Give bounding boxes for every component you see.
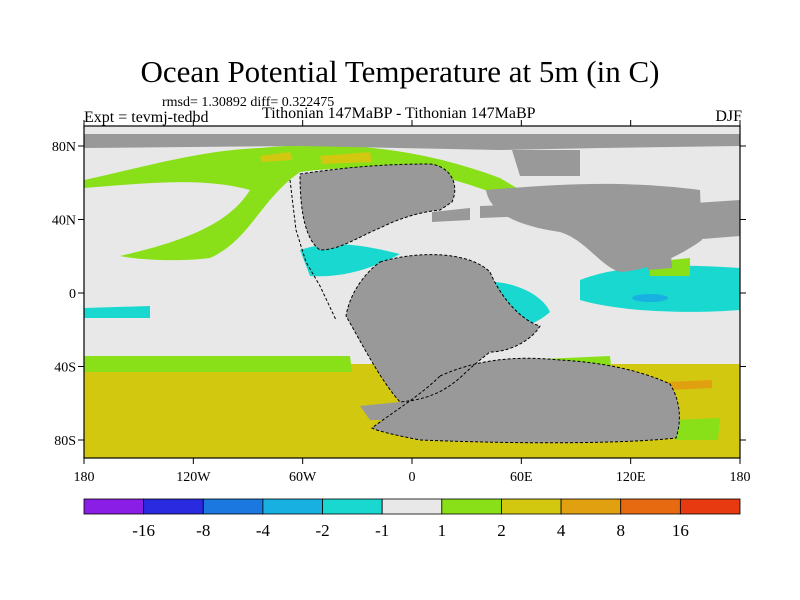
east-pacific-cool-patch <box>84 306 150 318</box>
map-plot-area <box>84 126 740 458</box>
laurasia-landmass <box>300 164 455 250</box>
colorbar-swatch <box>381 498 443 515</box>
colorbar-label: 1 <box>438 521 447 540</box>
colorbar: -16 -8 -4 -2 -1 1 2 4 8 16 <box>83 498 741 540</box>
arctic-land-strip <box>84 134 740 150</box>
lat-tick-label: 80N <box>52 140 76 155</box>
northern-yellow-patch <box>320 152 372 164</box>
colorbar-label: 2 <box>497 521 506 540</box>
lat-tick-label: 40S <box>54 361 76 376</box>
northern-yellow-patch-2 <box>260 152 292 162</box>
east-coast-land-2 <box>646 240 672 270</box>
lon-tick-label: 60E <box>510 470 533 485</box>
stats-line: rmsd= 1.30892 diff= 0.322475 <box>162 95 335 110</box>
colorbar-swatch <box>143 498 204 515</box>
south-indian-green-patch <box>670 418 720 440</box>
colorbar-swatch <box>560 498 622 515</box>
gondwana-landmass <box>346 254 540 402</box>
lon-tick-label: 180 <box>730 470 751 485</box>
colorbar-swatch <box>620 498 681 515</box>
south-orange-patch <box>668 380 712 390</box>
coastline-east-gondwana <box>371 357 680 444</box>
arctic-island <box>512 150 580 176</box>
island-chain <box>432 208 470 222</box>
colorbar-label: 4 <box>557 521 566 540</box>
northern-green-band <box>84 145 520 261</box>
colorbar-label: -4 <box>256 521 271 540</box>
period-label: Tithonian 147MaBP - Tithonian 147MaBP <box>262 105 536 122</box>
colorbar-swatch <box>83 498 145 515</box>
longitude-axis: 180 120W 60W 0 60E 120E 180 <box>74 120 751 485</box>
colorbar-label: 8 <box>616 521 625 540</box>
latitude-axis: 80N 40N 0 40S 80S <box>52 140 746 449</box>
lon-tick-label: 0 <box>409 470 416 485</box>
colorbar-swatch <box>441 498 502 515</box>
coastline-gondwana <box>345 254 541 403</box>
colorbar-label: 16 <box>672 521 689 540</box>
lon-tick-label: 60W <box>289 470 317 485</box>
colorbar-label: -8 <box>196 521 210 540</box>
lon-tick-label: 120W <box>176 470 211 485</box>
indian-cool-patch <box>580 265 740 312</box>
colorbar-swatch <box>262 498 323 515</box>
colorbar-swatch <box>679 498 741 515</box>
lat-tick-label: 80S <box>54 434 76 449</box>
colorbar-swatch <box>322 498 383 515</box>
coastline-laurasia <box>299 163 456 251</box>
experiment-label: Expt = tevmj-tedbd <box>84 109 209 126</box>
southern-ocean-green-band <box>84 356 352 372</box>
lat-tick-label: 40N <box>52 214 76 229</box>
lon-tick-label: 180 <box>74 470 95 485</box>
lat-tick-label: 0 <box>69 287 76 302</box>
colorbar-swatch <box>501 498 562 515</box>
indian-deep-cool-patch <box>632 294 668 302</box>
colorbar-label: -2 <box>315 521 329 540</box>
island-chain-2 <box>480 204 530 218</box>
east-coast-land <box>680 200 740 240</box>
lon-tick-label: 120E <box>616 470 646 485</box>
east-gondwana-landmass <box>372 358 680 443</box>
colorbar-label: -1 <box>375 521 389 540</box>
season-label: DJF <box>715 108 742 125</box>
chart-title: Ocean Potential Temperature at 5m (in C) <box>140 54 660 89</box>
colorbar-swatch <box>202 498 264 515</box>
colorbar-label: -16 <box>132 521 155 540</box>
tethys-cool-patch <box>300 244 400 277</box>
